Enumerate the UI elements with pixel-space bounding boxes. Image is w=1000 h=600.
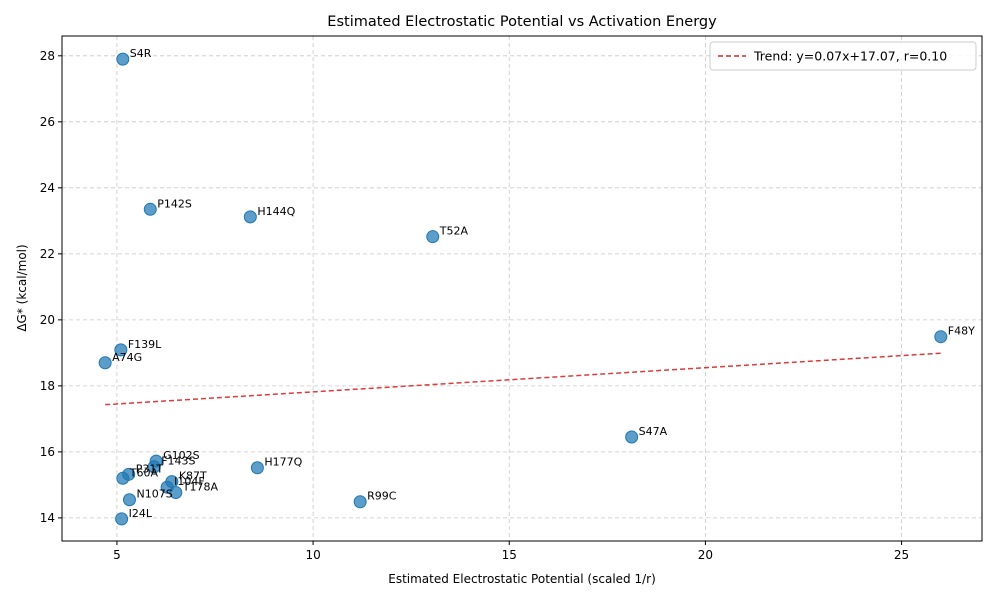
y-axis-ticks: 14 16 18 20 22 24 26 28 xyxy=(40,49,62,525)
point-label: G102S xyxy=(163,449,200,462)
x-tick-label: 5 xyxy=(113,548,121,562)
point-label: N107S xyxy=(136,488,172,501)
point-label: I24L xyxy=(129,507,153,520)
point-label: T178A xyxy=(182,480,219,493)
y-tick-label: 14 xyxy=(40,511,55,525)
data-point xyxy=(250,461,264,475)
point-label: K87T xyxy=(179,470,207,483)
point-label: H144Q xyxy=(257,205,295,218)
point-label: S4R xyxy=(130,47,152,60)
trend-line-layer xyxy=(105,352,941,406)
point-label: T52A xyxy=(439,225,469,238)
y-tick-label: 20 xyxy=(40,313,55,327)
data-point xyxy=(98,356,112,370)
plot-frame xyxy=(61,35,983,542)
point-label: R99C xyxy=(367,490,397,503)
y-tick-label: 22 xyxy=(40,247,55,261)
data-point xyxy=(147,460,161,474)
data-point xyxy=(625,430,639,444)
x-axis-label: Estimated Electrostatic Potential (scale… xyxy=(388,572,656,586)
data-point xyxy=(934,330,948,344)
x-tick-label: 15 xyxy=(502,548,517,562)
x-axis-ticks: 5 10 15 20 25 xyxy=(113,541,909,562)
y-tick-label: 18 xyxy=(40,379,55,393)
data-point xyxy=(116,471,130,485)
data-point xyxy=(169,485,183,499)
point-label: I104F xyxy=(174,475,205,488)
legend-trend-label: Trend: y=0.07x+17.07, r=0.10 xyxy=(753,49,947,64)
point-label: F143S xyxy=(161,455,195,468)
x-tick-label: 25 xyxy=(894,548,909,562)
point-label: S47A xyxy=(639,425,668,438)
point-label: F139L xyxy=(128,338,162,351)
data-point xyxy=(243,210,257,224)
data-point xyxy=(114,343,128,357)
point-label: A74G xyxy=(112,351,142,364)
y-tick-label: 28 xyxy=(40,49,55,63)
x-tick-label: 20 xyxy=(698,548,713,562)
point-label: P142S xyxy=(157,197,192,210)
data-point xyxy=(116,52,130,66)
legend: Trend: y=0.07x+17.07, r=0.10 xyxy=(709,41,977,71)
x-tick-label: 10 xyxy=(305,548,320,562)
chart-title: Estimated Electrostatic Potential vs Act… xyxy=(327,14,717,30)
data-point xyxy=(353,495,367,509)
points-layer xyxy=(98,52,948,526)
y-tick-label: 16 xyxy=(40,445,55,459)
data-point xyxy=(426,230,440,244)
data-point xyxy=(115,512,129,526)
data-point xyxy=(143,202,157,216)
point-label: P31T xyxy=(136,462,164,475)
legend-box xyxy=(709,41,977,71)
trend-line xyxy=(105,352,941,406)
point-label: T60A xyxy=(129,466,159,479)
y-tick-label: 24 xyxy=(40,181,55,195)
grid-lines xyxy=(62,36,982,541)
data-point xyxy=(122,493,136,507)
point-label: F48Y xyxy=(948,325,975,338)
y-tick-label: 26 xyxy=(40,115,55,129)
point-label: H177Q xyxy=(264,456,302,469)
y-axis-label: ΔG* (kcal/mol) xyxy=(15,244,29,331)
